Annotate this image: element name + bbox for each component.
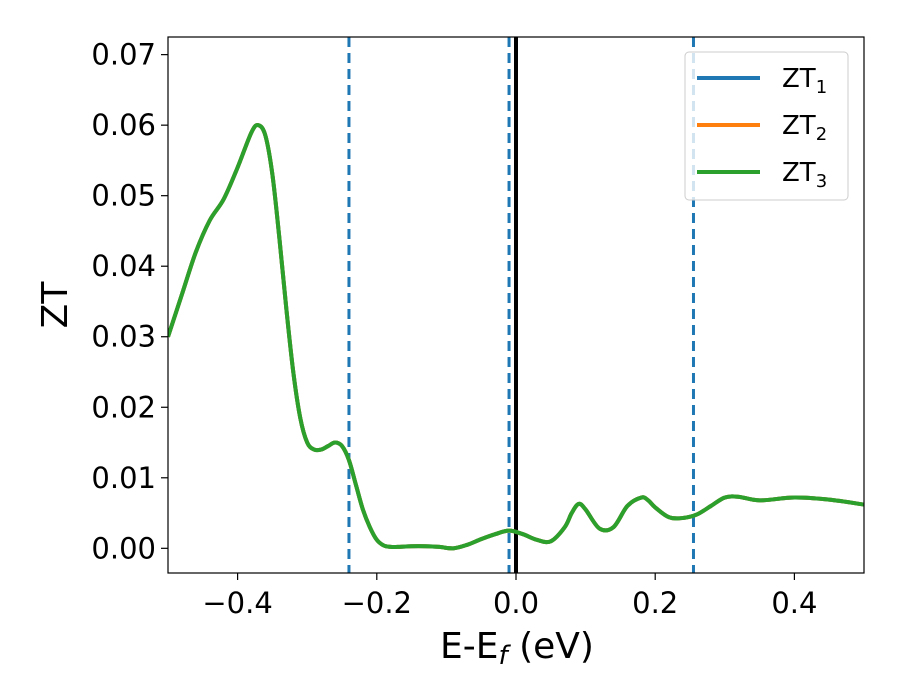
y-tick-label: 0.04 [91, 249, 156, 283]
series-line-zt3 [168, 123, 864, 551]
y-tick-label: 0.01 [91, 461, 156, 495]
legend-sub-zt2: 2 [816, 124, 827, 145]
y-axis-label: ZT [35, 281, 76, 329]
legend-label-zt2: ZT2 [782, 111, 827, 145]
x-tick-label: −0.4 [202, 586, 272, 620]
legend-sub-zt3: 3 [816, 171, 827, 192]
legend-label-zt3: ZT3 [782, 158, 827, 192]
legend-entry-zt1: ZT1 [697, 64, 827, 98]
legend-entry-zt3: ZT3 [697, 158, 827, 192]
legend-sub-zt1: 1 [816, 77, 827, 98]
y-tick-label: 0.05 [91, 179, 156, 213]
legend-label-zt1: ZT1 [782, 64, 827, 98]
y-tick-label: 0.00 [91, 531, 156, 565]
x-tick-label: 0.2 [632, 586, 678, 620]
tick-layer: −0.4 −0.2 0.0 0.2 0.4 0.00 0.01 0.02 0.03 0.04 0.0… [91, 36, 865, 620]
y-tick-label: 0.06 [91, 108, 156, 142]
x-tick-label: 0.0 [493, 586, 539, 620]
y-tick-label: 0.02 [91, 390, 156, 424]
x-axis-label: E-Ef (eV) [440, 626, 594, 671]
legend: ZT1 ZT2 ZT3 [684, 51, 849, 201]
legend-box [684, 51, 849, 201]
x-tick-label: −0.2 [342, 586, 412, 620]
legend-entry-zt2: ZT2 [697, 111, 827, 145]
y-tick-label: 0.07 [91, 38, 156, 72]
x-axis-label-unit: (eV) [508, 626, 594, 667]
y-tick-label: 0.03 [91, 320, 156, 354]
x-tick-label: 0.4 [771, 586, 817, 620]
